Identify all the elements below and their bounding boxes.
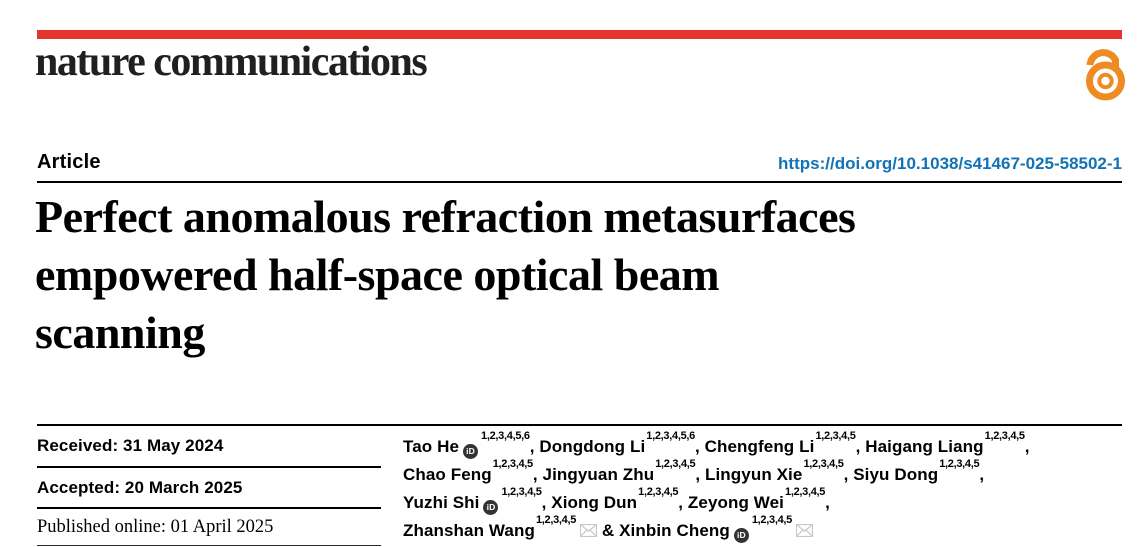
orcid-icon[interactable]: iD: [463, 444, 479, 459]
received-date: Received: 31 May 2024: [37, 426, 381, 468]
author-name: Xiong Dun: [551, 493, 638, 512]
published-date: Published online: 01 April 2025: [37, 509, 381, 546]
author-name: Zhanshan Wang: [403, 521, 535, 540]
article-header-row: Article https://doi.org/10.1038/s41467-0…: [37, 146, 1122, 183]
email-icon[interactable]: [795, 518, 814, 546]
author-line: Tao He iD1,2,3,4,5,6, Dongdong Li1,2,3,4,…: [403, 429, 1122, 461]
affiliation-superscript: 1,2,3,4,5: [492, 457, 533, 470]
authors-block: Tao He iD1,2,3,4,5,6, Dongdong Li1,2,3,4,…: [381, 426, 1122, 546]
paper-title: Perfect anomalous refraction metasurface…: [35, 188, 1127, 362]
email-icon[interactable]: [579, 518, 598, 546]
meta-section: Received: 31 May 2024 Accepted: 20 March…: [37, 424, 1122, 546]
masthead-rule: [37, 30, 1122, 39]
author-name: Tao He: [403, 437, 460, 456]
article-type-label: Article: [37, 151, 101, 173]
dates-column: Received: 31 May 2024 Accepted: 20 March…: [37, 426, 381, 546]
affiliation-superscript: 1,2,3,4,5: [939, 457, 980, 470]
author-name: Zeyong Wei: [687, 493, 785, 512]
author-name: Lingyun Xie: [705, 465, 803, 484]
affiliation-superscript: 1,2,3,4,5: [535, 513, 577, 526]
author-name: Siyu Dong: [853, 465, 939, 484]
affiliation-superscript: 1,2,3,4,5: [815, 429, 856, 442]
author-name: Xinbin Cheng: [619, 521, 730, 540]
title-line-1: Perfect anomalous refraction metasurface…: [35, 191, 856, 242]
author-name: Chao Feng: [403, 465, 492, 484]
affiliation-superscript: 1,2,3,4,5: [803, 457, 844, 470]
author-line: Yuzhi Shi iD1,2,3,4,5, Xiong Dun1,2,3,4,5…: [403, 485, 1122, 517]
author-name: Chengfeng Li: [704, 437, 815, 456]
author-line: Chao Feng1,2,3,4,5, Jingyuan Zhu1,2,3,4,…: [403, 457, 985, 484]
accepted-date: Accepted: 20 March 2025: [37, 468, 381, 509]
author-name: Yuzhi Shi: [403, 493, 480, 512]
affiliation-superscript: 1,2,3,4,5: [751, 513, 792, 526]
affiliation-superscript: 1,2,3,4,5: [655, 457, 696, 470]
affiliation-superscript: 1,2,3,4,5: [501, 485, 542, 498]
affiliation-superscript: 1,2,3,4,5,6: [481, 429, 530, 442]
author-line: Zhanshan Wang1,2,3,4,5 & Xinbin Cheng iD1…: [403, 513, 1122, 546]
affiliation-superscript: 1,2,3,4,5: [638, 485, 679, 498]
author-name: Dongdong Li: [539, 437, 646, 456]
title-line-2: empowered half-space optical beam: [35, 249, 720, 300]
author-name: Jingyuan Zhu: [542, 465, 655, 484]
title-line-3: scanning: [35, 307, 205, 358]
open-access-icon[interactable]: [1085, 42, 1126, 101]
affiliation-superscript: 1,2,3,4,5: [785, 485, 826, 498]
orcid-icon[interactable]: iD: [733, 528, 749, 543]
orcid-icon[interactable]: iD: [483, 500, 499, 515]
journal-logo: nature communications: [35, 39, 428, 85]
author-name: Haigang Liang: [865, 437, 984, 456]
affiliation-superscript: 1,2,3,4,5: [984, 429, 1025, 442]
affiliation-superscript: 1,2,3,4,5,6: [646, 429, 695, 442]
doi-link[interactable]: https://doi.org/10.1038/s41467-025-58502…: [778, 154, 1122, 173]
